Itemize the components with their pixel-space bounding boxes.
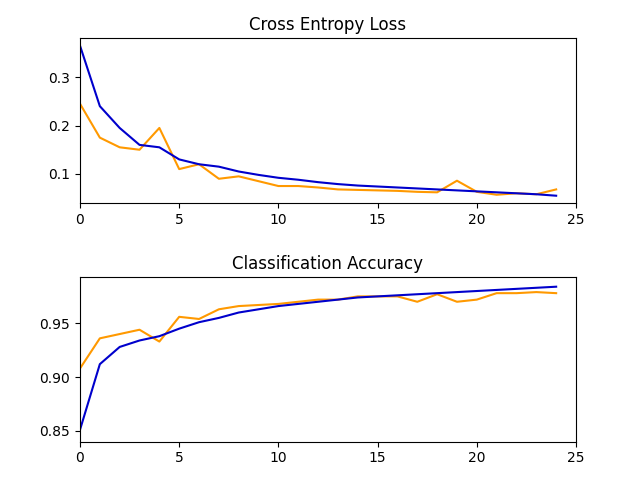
Title: Cross Entropy Loss: Cross Entropy Loss <box>250 16 406 34</box>
Title: Classification Accuracy: Classification Accuracy <box>232 255 424 273</box>
